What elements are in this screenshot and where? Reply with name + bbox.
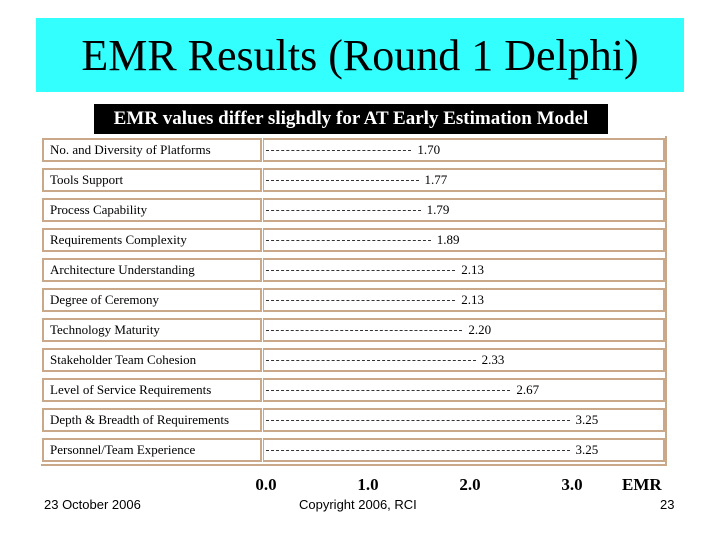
bar-row: 3.25 xyxy=(263,438,665,462)
footer-copyright: Copyright 2006, RCI xyxy=(299,497,417,512)
x-tick-label: 3.0 xyxy=(561,475,583,494)
category-label: Requirements Complexity xyxy=(42,228,262,252)
category-label: Degree of Ceremony xyxy=(42,288,262,312)
bar xyxy=(266,389,511,391)
bar xyxy=(266,149,412,151)
category-label: Architecture Understanding xyxy=(42,258,262,282)
data-label: 2.13 xyxy=(461,292,484,307)
data-label: 3.25 xyxy=(575,442,599,457)
bar-row: 1.70 xyxy=(263,138,665,162)
bar xyxy=(266,419,570,421)
footer-page-number: 23 xyxy=(660,497,675,512)
bar-row: 1.79 xyxy=(263,198,665,222)
bar xyxy=(266,329,463,331)
title-bar: EMR Results (Round 1 Delphi) xyxy=(36,18,684,92)
bar xyxy=(266,359,476,361)
chart-frame xyxy=(41,136,667,466)
bar-row: 2.13 xyxy=(263,258,665,282)
bar-row: 2.13 xyxy=(263,288,665,312)
x-axis-label: EMR xyxy=(622,475,662,494)
bar xyxy=(266,209,421,211)
category-label: No. and Diversity of Platforms xyxy=(42,138,262,162)
x-tick-label: 0.0 xyxy=(255,475,277,494)
category-label: Technology Maturity xyxy=(42,318,262,342)
data-label: 3.25 xyxy=(575,412,599,427)
category-label: Stakeholder Team Cohesion xyxy=(42,348,262,372)
category-label: Tools Support xyxy=(42,168,262,192)
bar xyxy=(266,299,456,301)
data-label: 1.79 xyxy=(426,202,450,217)
category-label: Process Capability xyxy=(42,198,262,222)
page-title: EMR Results (Round 1 Delphi) xyxy=(81,30,639,80)
data-label: 1.89 xyxy=(436,232,460,247)
data-label: 2.33 xyxy=(481,352,505,367)
category-label: Level of Service Requirements xyxy=(42,378,262,402)
data-label: 1.70 xyxy=(417,142,441,157)
data-label: 2.20 xyxy=(468,322,492,337)
bar-row: 3.25 xyxy=(263,408,665,432)
bar xyxy=(266,269,456,271)
x-tick-label: 2.0 xyxy=(459,475,481,494)
bar xyxy=(266,239,431,241)
bar-row: 1.77 xyxy=(263,168,665,192)
data-label: 1.77 xyxy=(424,172,448,187)
data-label: 2.13 xyxy=(461,262,484,277)
x-tick-label: 1.0 xyxy=(357,475,379,494)
bar xyxy=(266,449,570,451)
bar-row: 2.33 xyxy=(263,348,665,372)
category-label: Personnel/Team Experience xyxy=(42,438,262,462)
bar-row: 2.20 xyxy=(263,318,665,342)
bar-row: 1.89 xyxy=(263,228,665,252)
footer-date: 23 October 2006 xyxy=(44,497,141,512)
bar-row: 2.67 xyxy=(263,378,665,402)
category-label: Depth & Breadth of Requirements xyxy=(42,408,262,432)
data-label: 2.67 xyxy=(516,382,540,397)
chart-subtitle: EMR values differ slighdly for AT Early … xyxy=(94,104,608,134)
bar xyxy=(266,179,419,181)
